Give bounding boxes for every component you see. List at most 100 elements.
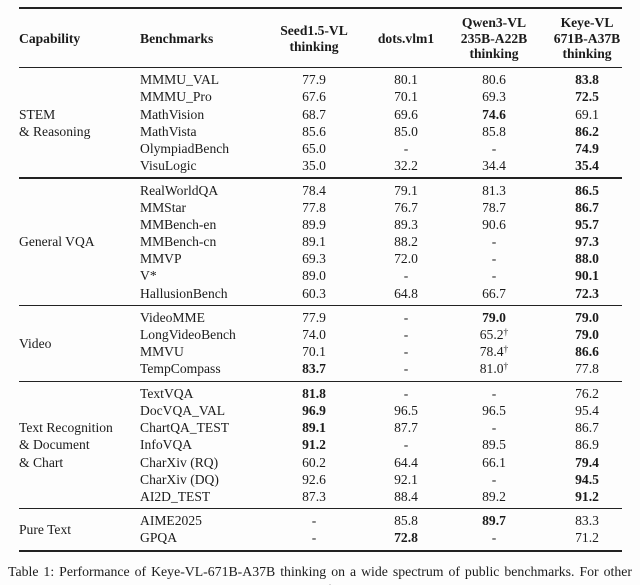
section-separator-rule: [19, 508, 622, 510]
score-value: -: [491, 234, 497, 250]
score-value: 97.3: [575, 234, 599, 250]
benchmark-name-cell: MathVista: [140, 123, 197, 139]
score-value: -: [403, 141, 409, 157]
score-cell: -: [376, 140, 436, 157]
capability-label-line: STEM: [19, 106, 56, 122]
score-cell: 89.7: [436, 512, 552, 529]
score-cell: 86.7: [552, 199, 622, 216]
score-cell: 60.3: [252, 285, 376, 302]
score-cell: 74.9: [552, 140, 622, 157]
section-separator-rule: [19, 304, 622, 306]
score-cell: -: [376, 267, 436, 284]
score-cell: 77.8: [552, 360, 622, 377]
table-bottom-rule: [19, 549, 622, 552]
benchmark-name-cell: V*: [140, 268, 157, 284]
benchmark-name-cell: MMMU_VAL: [140, 72, 220, 88]
score-value: 85.8: [394, 513, 418, 529]
table-body: STEM & Reasoning MMMU_VAL 77.9 80.1 80.6 83.8 M…: [19, 68, 622, 549]
score-value: 92.1: [394, 471, 418, 487]
score-value: 92.6: [302, 471, 326, 487]
score-value: 95.4: [575, 402, 599, 418]
score-cell: 79.4: [552, 454, 622, 471]
score-cell: 87.3: [252, 488, 376, 505]
score-value: 89.0: [302, 268, 326, 284]
score-cell: -: [436, 529, 552, 546]
score-cell: 89.1: [252, 233, 376, 250]
score-value: 65.0: [302, 141, 326, 157]
header-cell-benchmarks: Benchmarks: [140, 31, 252, 47]
capability-label-line: Pure Text: [19, 521, 72, 537]
score-value: 85.8: [482, 123, 506, 139]
score-cell: 89.5: [436, 436, 552, 453]
score-value: 77.9: [302, 309, 326, 325]
dagger-marker: †: [503, 328, 509, 339]
header-label-line: 671B-A37B: [553, 30, 621, 46]
score-cell: 72.0: [376, 250, 436, 267]
score-cell: 86.7: [552, 419, 622, 436]
score-value: 77.8: [302, 199, 326, 215]
score-value: -: [491, 141, 497, 157]
score-cell: 83.8: [552, 71, 622, 88]
score-value: 89.1: [302, 234, 326, 250]
score-cell: 85.8: [436, 123, 552, 140]
score-value: 71.2: [575, 530, 599, 546]
section-separator-rule: [19, 380, 622, 382]
score-value: 85.0: [394, 123, 418, 139]
capability-cell: Video: [19, 335, 140, 352]
score-value: -: [403, 344, 409, 360]
score-value: 96.5: [482, 402, 506, 418]
score-cell: 88.4: [376, 488, 436, 505]
score-value: 88.2: [394, 234, 418, 250]
score-cell: 79.0: [552, 326, 622, 343]
score-cell: 95.4: [552, 402, 622, 419]
score-value: 80.1: [394, 72, 418, 88]
benchmark-name-cell: HallusionBench: [140, 285, 228, 301]
score-value: 79.1: [394, 182, 418, 198]
score-cell: 78.4: [252, 182, 376, 199]
score-cell: -: [252, 529, 376, 546]
score-cell: 81.8: [252, 385, 376, 402]
score-value: -: [491, 385, 497, 401]
score-value: 88.0: [575, 251, 599, 267]
score-cell: 96.5: [436, 402, 552, 419]
benchmark-name-cell: GPQA: [140, 530, 178, 546]
header-label-line: 235B-A22B: [460, 30, 528, 46]
score-value: 74.0: [302, 327, 326, 343]
score-cell: 69.6: [376, 106, 436, 123]
score-cell: 69.1: [552, 106, 622, 123]
score-value: 79.4: [575, 454, 599, 470]
score-value: 70.1: [302, 344, 326, 360]
score-value: -: [403, 268, 409, 284]
benchmark-name-cell: LongVideoBench: [140, 327, 236, 343]
score-value: 87.3: [302, 488, 326, 504]
header-label-line: Capability: [19, 30, 81, 46]
benchmark-name-cell: AIME2025: [140, 513, 202, 529]
score-value: 79.0: [482, 309, 506, 325]
capability-section: Video VideoMME 77.9 - 79.0 79.0 LongVideoBench…: [19, 306, 622, 381]
section-separator-rule: [19, 177, 622, 179]
benchmark-name-cell: CharXiv (DQ): [140, 471, 219, 487]
score-value: -: [491, 471, 497, 487]
score-value: 86.6: [575, 344, 599, 360]
score-cell: 79.0: [436, 309, 552, 326]
score-cell: 64.8: [376, 285, 436, 302]
score-cell: 96.5: [376, 402, 436, 419]
score-value: 76.2: [575, 385, 599, 401]
score-cell: -: [376, 360, 436, 377]
score-cell: 92.1: [376, 471, 436, 488]
score-value: 78.4: [302, 182, 326, 198]
score-cell: 90.1: [552, 267, 622, 284]
score-value: 85.6: [302, 123, 326, 139]
capability-label-line: General VQA: [19, 234, 95, 250]
paper-page: Capability Benchmarks Seed1.5-VL thinking do…: [0, 7, 640, 585]
score-cell: -: [376, 343, 436, 360]
score-cell: 69.3: [436, 88, 552, 105]
score-cell: 85.8: [376, 512, 436, 529]
score-cell: -: [436, 250, 552, 267]
capability-label-line: & Document: [19, 437, 90, 453]
benchmark-name-cell: TempCompass: [140, 361, 221, 377]
score-cell: 35.4: [552, 157, 622, 174]
benchmark-name-cell: OlympiadBench: [140, 141, 230, 157]
score-value: 78.7: [482, 199, 506, 215]
benchmark-name-cell: VideoMME: [140, 309, 205, 325]
